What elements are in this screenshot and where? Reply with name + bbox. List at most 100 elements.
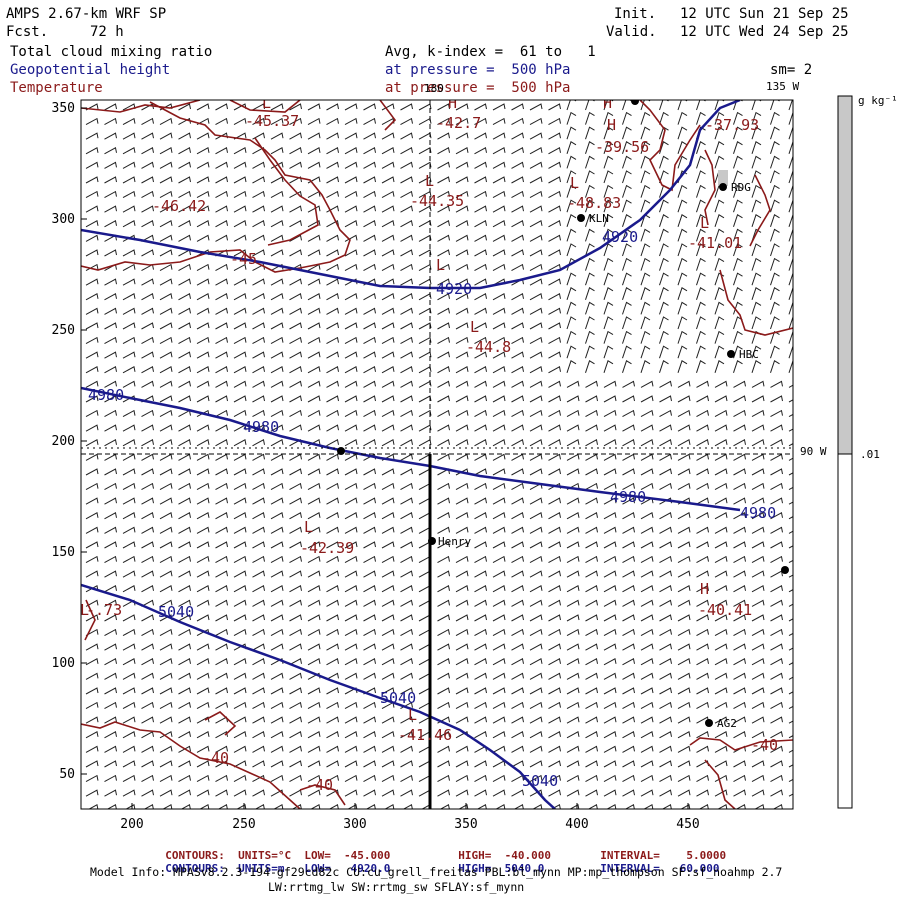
wind-barb (400, 512, 413, 520)
wind-barb (733, 409, 746, 418)
wind-barb (659, 316, 669, 330)
wind-barb (640, 257, 651, 271)
wind-barb (196, 293, 210, 301)
wind-barb (585, 570, 598, 578)
wind-barb (751, 643, 765, 651)
station-dot (719, 183, 727, 191)
wind-barb (363, 774, 376, 783)
wind-barb (400, 687, 413, 695)
wind-barb (714, 541, 728, 549)
wind-barb (344, 628, 358, 637)
wind-barb (289, 468, 302, 476)
wind-barb (770, 497, 783, 505)
wind-barb (455, 293, 469, 301)
wind-barb (751, 155, 762, 169)
height-contour-high: HIGH= 5040.0 (458, 862, 545, 875)
wind-barb (511, 701, 524, 710)
wind-barb (307, 497, 321, 505)
wind-barb (381, 789, 395, 797)
wind-barb (751, 745, 765, 753)
wind-barb (196, 351, 210, 359)
wind-barb (326, 293, 339, 301)
wind-barb (770, 301, 780, 315)
smoothing-label: sm= 2 (770, 62, 813, 78)
wind-barb (603, 468, 617, 476)
wind-barb (196, 190, 210, 199)
wind-barb (492, 555, 506, 564)
wind-barb (122, 482, 136, 491)
wind-barb (178, 555, 191, 564)
wind-barb (513, 804, 524, 809)
wind-barb (252, 366, 265, 374)
wind-barb (733, 599, 746, 607)
temp-label: -45 (230, 250, 257, 268)
station-label: Henry (438, 535, 471, 548)
wind-barb (400, 176, 413, 184)
wind-barb (529, 628, 543, 637)
wind-barb (104, 424, 117, 432)
wind-barb (233, 716, 247, 724)
wind-barb (122, 628, 136, 637)
wind-barb (363, 147, 376, 155)
wind-barb (751, 228, 762, 242)
wind-barb (381, 439, 395, 447)
wind-barb (474, 380, 487, 388)
wind-barb (196, 760, 210, 768)
wind-barb (603, 184, 614, 198)
wind-barb (104, 541, 117, 549)
wind-barb (751, 316, 762, 330)
wind-barb (141, 614, 154, 622)
wind-barb (141, 570, 154, 578)
wind-barb (532, 804, 543, 809)
wind-barb (640, 585, 654, 593)
wind-barb (289, 585, 302, 593)
wind-barb (326, 497, 339, 505)
wind-barb (326, 541, 339, 549)
wind-barb (566, 100, 577, 111)
wind-barb (788, 100, 793, 111)
wind-barb (289, 745, 302, 753)
wind-barb (196, 745, 210, 753)
wind-barb (696, 526, 709, 534)
wind-barb (603, 126, 614, 140)
wind-barb (159, 439, 173, 447)
wind-barb (381, 672, 395, 680)
wind-barb (233, 672, 247, 680)
wind-barb (788, 662, 793, 666)
wind-barb (696, 287, 706, 300)
wind-barb (474, 439, 487, 447)
wind-barb (455, 599, 469, 607)
wind-barb (585, 468, 598, 476)
wind-barb (659, 214, 669, 227)
wind-barb (733, 360, 743, 373)
wind-barb (548, 176, 561, 184)
wind-barb (492, 701, 506, 710)
wind-barb (474, 482, 487, 491)
wind-barb (122, 760, 136, 768)
wind-barb (677, 658, 691, 666)
wind-barb (696, 731, 709, 739)
wind-barb (733, 541, 746, 549)
wind-barb (326, 672, 339, 680)
wind-barb (196, 585, 210, 593)
wind-barb (492, 453, 506, 461)
wind-barb (696, 497, 709, 505)
wind-barb (159, 731, 173, 739)
wind-barb (696, 701, 709, 710)
wind-barb (141, 658, 154, 666)
wind-barb (233, 497, 247, 505)
wind-barb (455, 205, 469, 213)
wind-barb (437, 541, 450, 549)
wind-barb (770, 468, 783, 476)
wind-barb (733, 424, 746, 432)
wind-barb (400, 555, 413, 564)
wind-barb (289, 599, 302, 607)
wind-barb (474, 512, 487, 520)
wind-barb (788, 764, 793, 768)
wind-barb (714, 570, 728, 578)
wind-barb (640, 184, 651, 198)
wind-barb (696, 170, 706, 184)
wind-barb (770, 395, 783, 403)
wind-barb (104, 380, 117, 388)
wind-barb (770, 555, 783, 564)
